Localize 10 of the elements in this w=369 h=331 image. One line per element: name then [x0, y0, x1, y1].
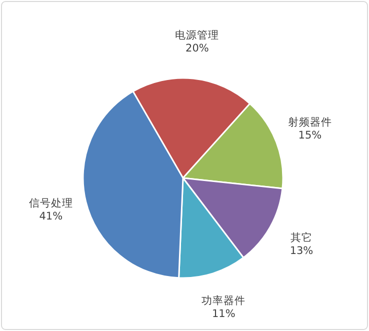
data-label: 41%: [39, 210, 63, 222]
data-label: 20%: [186, 42, 209, 55]
data-label: 11%: [212, 308, 236, 320]
data-label: 15%: [298, 129, 322, 142]
slice-label: 其它: [290, 230, 312, 244]
slice-label: 信号处理: [28, 196, 73, 210]
data-label: 13%: [290, 244, 314, 257]
slice-label: 功率器件: [202, 294, 246, 307]
slice-label: 射频器件: [288, 115, 332, 128]
slice-label: 电源管理: [175, 28, 220, 42]
